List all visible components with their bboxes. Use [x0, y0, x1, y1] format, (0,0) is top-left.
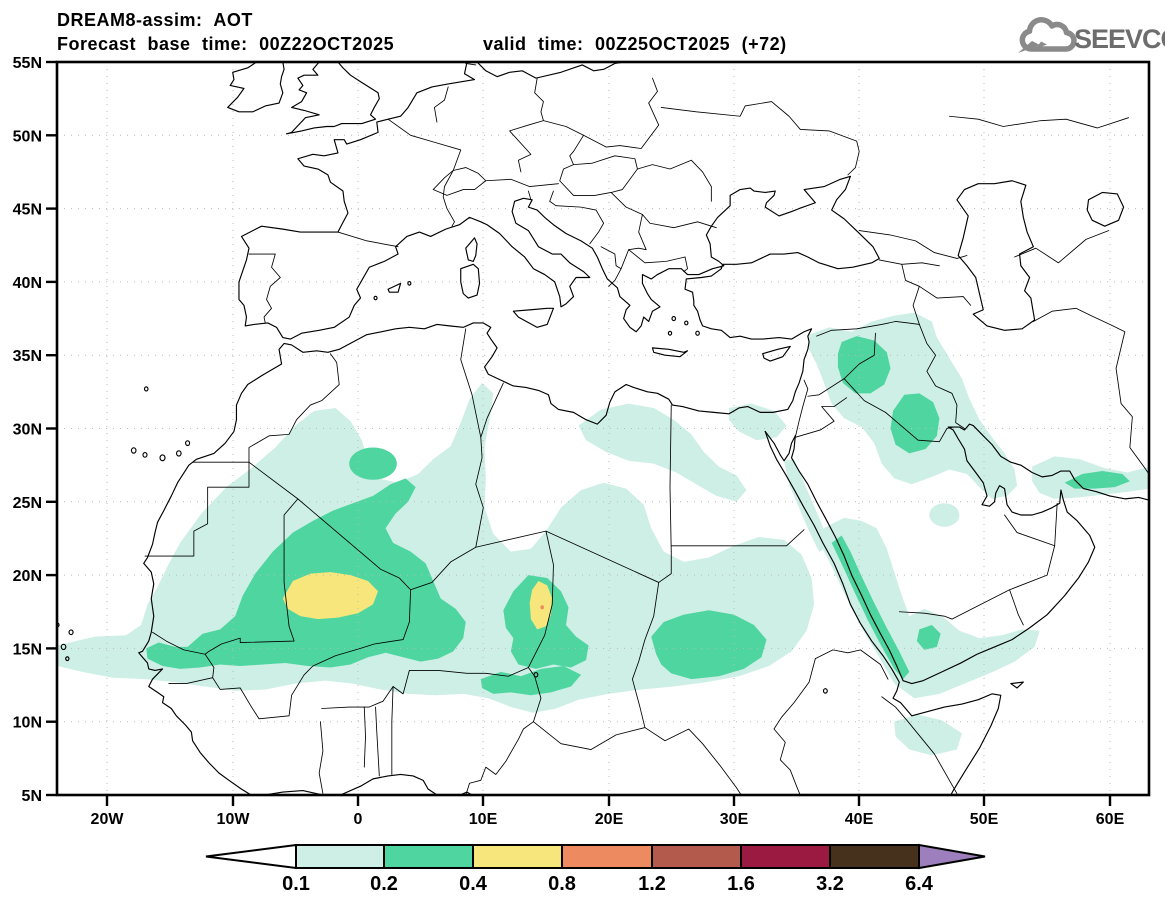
coastline-aral: [1087, 192, 1123, 226]
colorbar-tick-label: 0.1: [282, 873, 310, 895]
colorbar: 0.1 0.2 0.4 0.8 1.2 1.6 3.2 6.4: [205, 843, 986, 895]
colorbar-labels: 0.1 0.2 0.4 0.8 1.2 1.6 3.2 6.4: [282, 873, 934, 895]
lat-tick-label: 20N: [13, 568, 42, 585]
lon-ticks: [105, 795, 1112, 806]
aot-region-gulf-oman-02: [1064, 471, 1130, 489]
aot-region-chad-peak-04: [529, 580, 553, 630]
aot-region-chad-speck-08: [540, 605, 544, 610]
map-lines: [56, 62, 1150, 796]
lon-tick-label: 50E: [970, 811, 999, 828]
country-borders-europe: [249, 63, 1129, 322]
colorbar-tick-label: 1.6: [727, 873, 755, 895]
lon-tick-label: 10W: [217, 811, 251, 828]
lon-tick-label: 0: [354, 811, 363, 828]
lon-tick-label: 60E: [1096, 811, 1125, 828]
lon-tick-label: 40E: [845, 811, 874, 828]
aot-region-south-iraq-saudi-02: [890, 393, 940, 454]
lon-tick-label: 10E: [469, 811, 498, 828]
lat-tick-label: 35N: [13, 348, 42, 365]
coastline-baltic: [477, 62, 624, 78]
lat-ticks: [46, 60, 57, 797]
lat-tick-label: 50N: [13, 128, 42, 145]
colorbar-tick-label: 1.2: [638, 873, 666, 895]
aot-region-sudan-02: [651, 610, 767, 680]
lat-tick-label: 10N: [13, 715, 42, 732]
colorbar-segment: [561, 844, 653, 869]
logo-arrow-icon: [1018, 41, 1040, 53]
coastline-caspian: [957, 181, 1035, 331]
lat-tick-label: 55N: [13, 55, 42, 72]
lon-tick-label: 20E: [595, 811, 624, 828]
lon-tick-label: 20W: [91, 811, 125, 828]
colorbar-tick-label: 0.8: [548, 873, 576, 895]
coastline-ireland: [228, 62, 284, 112]
plot-header: DREAM8-assim: AOT Forecast base time: 00…: [57, 10, 787, 54]
aot-region-libya-egypt-01: [578, 403, 747, 502]
aot-region-redsea-aden-01: [816, 517, 1040, 699]
aot-region-redsea-coast-02: [831, 535, 910, 680]
colorbar-tick-label: 3.2: [816, 873, 844, 895]
cloud-icon: [1019, 17, 1077, 52]
coastline-redsea-west: [765, 431, 1001, 795]
small-islands: [56, 282, 828, 694]
colorbar-segment: [740, 844, 831, 869]
island-cyprus: [763, 346, 791, 361]
aot-region-somalia-01: [894, 714, 962, 756]
colorbar-segment: [472, 844, 563, 869]
aot-region-mali-peak-04: [282, 572, 379, 620]
aot-region-sahel-band-02: [480, 665, 582, 696]
logo-arrow-icon-2: [1036, 41, 1047, 49]
colorbar-segment: [829, 844, 920, 869]
coastline-mainland: [139, 62, 880, 795]
lon-axis-labels: 20W 10W 0 10E 20E 30E 40E 50E 60E: [91, 811, 1125, 828]
aot-region-redsea-north-01: [784, 459, 830, 552]
lat-tick-label: 40N: [13, 275, 42, 292]
lat-tick-label: 45N: [13, 202, 42, 219]
island-sicily: [513, 308, 553, 327]
colorbar-segment: [295, 844, 385, 869]
lon-tick-label: 30E: [720, 811, 749, 828]
colorbar-segment: [383, 844, 474, 869]
valid-time-label: valid time: 00Z25OCT2025 (+72): [483, 34, 787, 54]
island-sardinia: [461, 264, 480, 298]
colorbar-segment: [651, 844, 742, 869]
country-borders-mideast: [795, 231, 1150, 625]
aot-region-saudi-central-01: [929, 503, 960, 527]
island-crete: [652, 348, 687, 357]
lat-tick-label: 25N: [13, 495, 42, 512]
coastline-guinea-gulf: [263, 774, 438, 795]
seevccc-logo: SEEVCCC: [1018, 17, 1165, 54]
logo-text: SEEVCCC: [1074, 24, 1165, 54]
coastline-arabia: [792, 424, 1150, 683]
island-mallorca: [388, 283, 401, 292]
aot-region-north-iraq-02: [837, 336, 891, 394]
lat-axis-labels: 55N 50N 45N 40N 35N 30N 25N 20N 15N 10N …: [13, 55, 42, 805]
coastline-britain: [287, 62, 380, 134]
colorbar-tick-label: 0.4: [459, 873, 488, 895]
map-frame: 55N 50N 45N 40N 35N 30N 25N 20N 15N 10N …: [13, 55, 1151, 828]
colorbar-left-arrow: [205, 843, 297, 870]
colorbar-right-arrow: [918, 843, 986, 870]
aot-region-mali-02: [146, 478, 466, 669]
lat-tick-label: 30N: [13, 422, 42, 439]
colorbar-tick-label: 6.4: [905, 873, 934, 895]
aot-region-yemen-02: [916, 624, 941, 650]
aot-region-algeria-blob-02: [349, 447, 397, 480]
lat-tick-label: 5N: [22, 788, 42, 805]
island-socotra: [1011, 682, 1024, 688]
colorbar-tick-label: 0.2: [370, 873, 398, 895]
coastline-sinai: [765, 431, 795, 460]
lat-tick-label: 15N: [13, 641, 42, 658]
base-time-label: Forecast base time: 00Z22OCT2025: [57, 34, 394, 54]
island-corsica: [466, 238, 477, 261]
country-borders-africa: [145, 329, 957, 795]
plot-title: DREAM8-assim: AOT: [57, 10, 253, 30]
